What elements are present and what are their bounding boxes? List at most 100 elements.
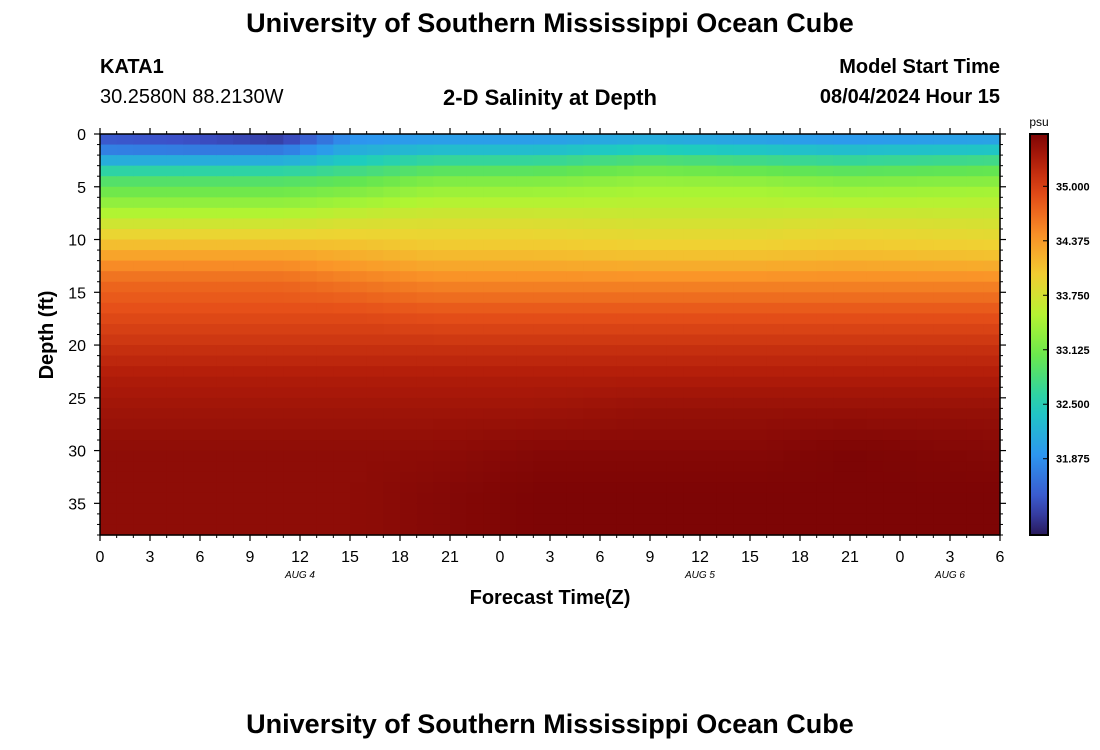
heatmap-cell — [566, 250, 584, 262]
heatmap-cell — [450, 429, 468, 441]
heatmap-cell — [650, 207, 668, 220]
heatmap-cell — [483, 408, 501, 420]
heatmap-cell — [933, 228, 951, 241]
heatmap-cell — [233, 492, 251, 504]
heatmap-cell — [183, 366, 201, 378]
heatmap-cell — [966, 355, 984, 367]
heatmap-cell — [866, 281, 884, 293]
heatmap-cell — [316, 376, 334, 388]
heatmap-cell — [716, 218, 734, 230]
heatmap-cell — [283, 482, 301, 494]
heatmap-cell — [300, 165, 318, 177]
heatmap-cell — [783, 281, 801, 293]
heatmap-cell — [700, 418, 718, 431]
heatmap-cell — [916, 281, 934, 293]
heatmap-cell — [300, 376, 318, 388]
heatmap-cell — [283, 281, 301, 293]
heatmap-cell — [133, 186, 151, 198]
heatmap-cell — [933, 450, 951, 462]
heatmap-cell — [116, 355, 134, 367]
heatmap-cell — [633, 313, 651, 325]
heatmap-cell — [616, 281, 634, 293]
heatmap-cell — [466, 524, 484, 536]
heatmap-cell — [983, 355, 1001, 367]
heatmap-cell — [116, 292, 134, 304]
heatmap-cell — [316, 134, 334, 146]
heatmap-cell — [533, 250, 551, 262]
heatmap-cell — [516, 418, 534, 431]
heatmap-cell — [650, 176, 668, 188]
heatmap-cell — [783, 134, 801, 146]
heatmap-cell — [583, 260, 601, 272]
heatmap-cell — [633, 260, 651, 272]
heatmap-cell — [150, 376, 168, 388]
heatmap-cell — [966, 228, 984, 241]
heatmap-cell — [566, 144, 584, 156]
heatmap-cell — [100, 461, 118, 473]
heatmap-cell — [283, 387, 301, 399]
heatmap-cell — [250, 366, 268, 378]
heatmap-cell — [700, 366, 718, 378]
heatmap-cell — [433, 207, 451, 220]
heatmap-cell — [800, 239, 818, 251]
heatmap-cell — [300, 271, 318, 283]
heatmap-cell — [216, 482, 234, 494]
heatmap-cell — [866, 313, 884, 325]
heatmap-cell — [400, 302, 418, 314]
heatmap-cell — [600, 387, 618, 399]
heatmap-cell — [500, 513, 518, 526]
heatmap-cell — [383, 218, 401, 230]
heatmap-cell — [300, 144, 318, 156]
heatmap-cell — [783, 271, 801, 283]
heatmap-cell — [300, 503, 318, 515]
heatmap-cell — [433, 313, 451, 325]
heatmap-cell — [300, 302, 318, 314]
y-tick-label: 25 — [68, 391, 86, 408]
heatmap-cell — [250, 355, 268, 367]
heatmap-cell — [100, 366, 118, 378]
heatmap-cell — [500, 260, 518, 272]
heatmap-cell — [350, 355, 368, 367]
heatmap-cell — [350, 471, 368, 483]
heatmap-cell — [400, 408, 418, 420]
colorbar-tick-label: 32.500 — [1056, 399, 1090, 411]
heatmap-cell — [233, 503, 251, 515]
heatmap-cell — [800, 144, 818, 156]
heatmap-cell — [116, 281, 134, 293]
heatmap-cell — [866, 186, 884, 198]
heatmap-cell — [383, 207, 401, 220]
heatmap-cell — [450, 355, 468, 367]
heatmap-cell — [683, 197, 701, 209]
heatmap-cell — [966, 471, 984, 483]
heatmap-cell — [883, 461, 901, 473]
heatmap-cell — [450, 155, 468, 167]
heatmap-cell — [500, 482, 518, 494]
heatmap-cell — [416, 355, 434, 367]
heatmap-cell — [316, 461, 334, 473]
heatmap-cell — [783, 471, 801, 483]
heatmap-cell — [650, 376, 668, 388]
heatmap-cell — [533, 334, 551, 346]
heatmap-cell — [500, 134, 518, 146]
heatmap-cell — [300, 228, 318, 241]
heatmap-cell — [833, 228, 851, 241]
heatmap-cell — [116, 313, 134, 325]
heatmap-cell — [166, 323, 184, 336]
heatmap-cell — [700, 461, 718, 473]
heatmap-cell — [983, 408, 1001, 420]
heatmap-cell — [866, 239, 884, 251]
heatmap-cell — [250, 165, 268, 177]
heatmap-cell — [150, 355, 168, 367]
heatmap-cell — [966, 186, 984, 198]
heatmap-cell — [100, 302, 118, 314]
heatmap-cell — [716, 197, 734, 209]
heatmap-cell — [116, 186, 134, 198]
heatmap-cell — [700, 503, 718, 515]
heatmap-cell — [316, 418, 334, 431]
heatmap-cell — [433, 397, 451, 409]
heatmap-cell — [133, 376, 151, 388]
heatmap-cell — [783, 186, 801, 198]
heatmap-cell — [800, 429, 818, 441]
heatmap-cell — [533, 144, 551, 156]
heatmap-cell — [216, 271, 234, 283]
